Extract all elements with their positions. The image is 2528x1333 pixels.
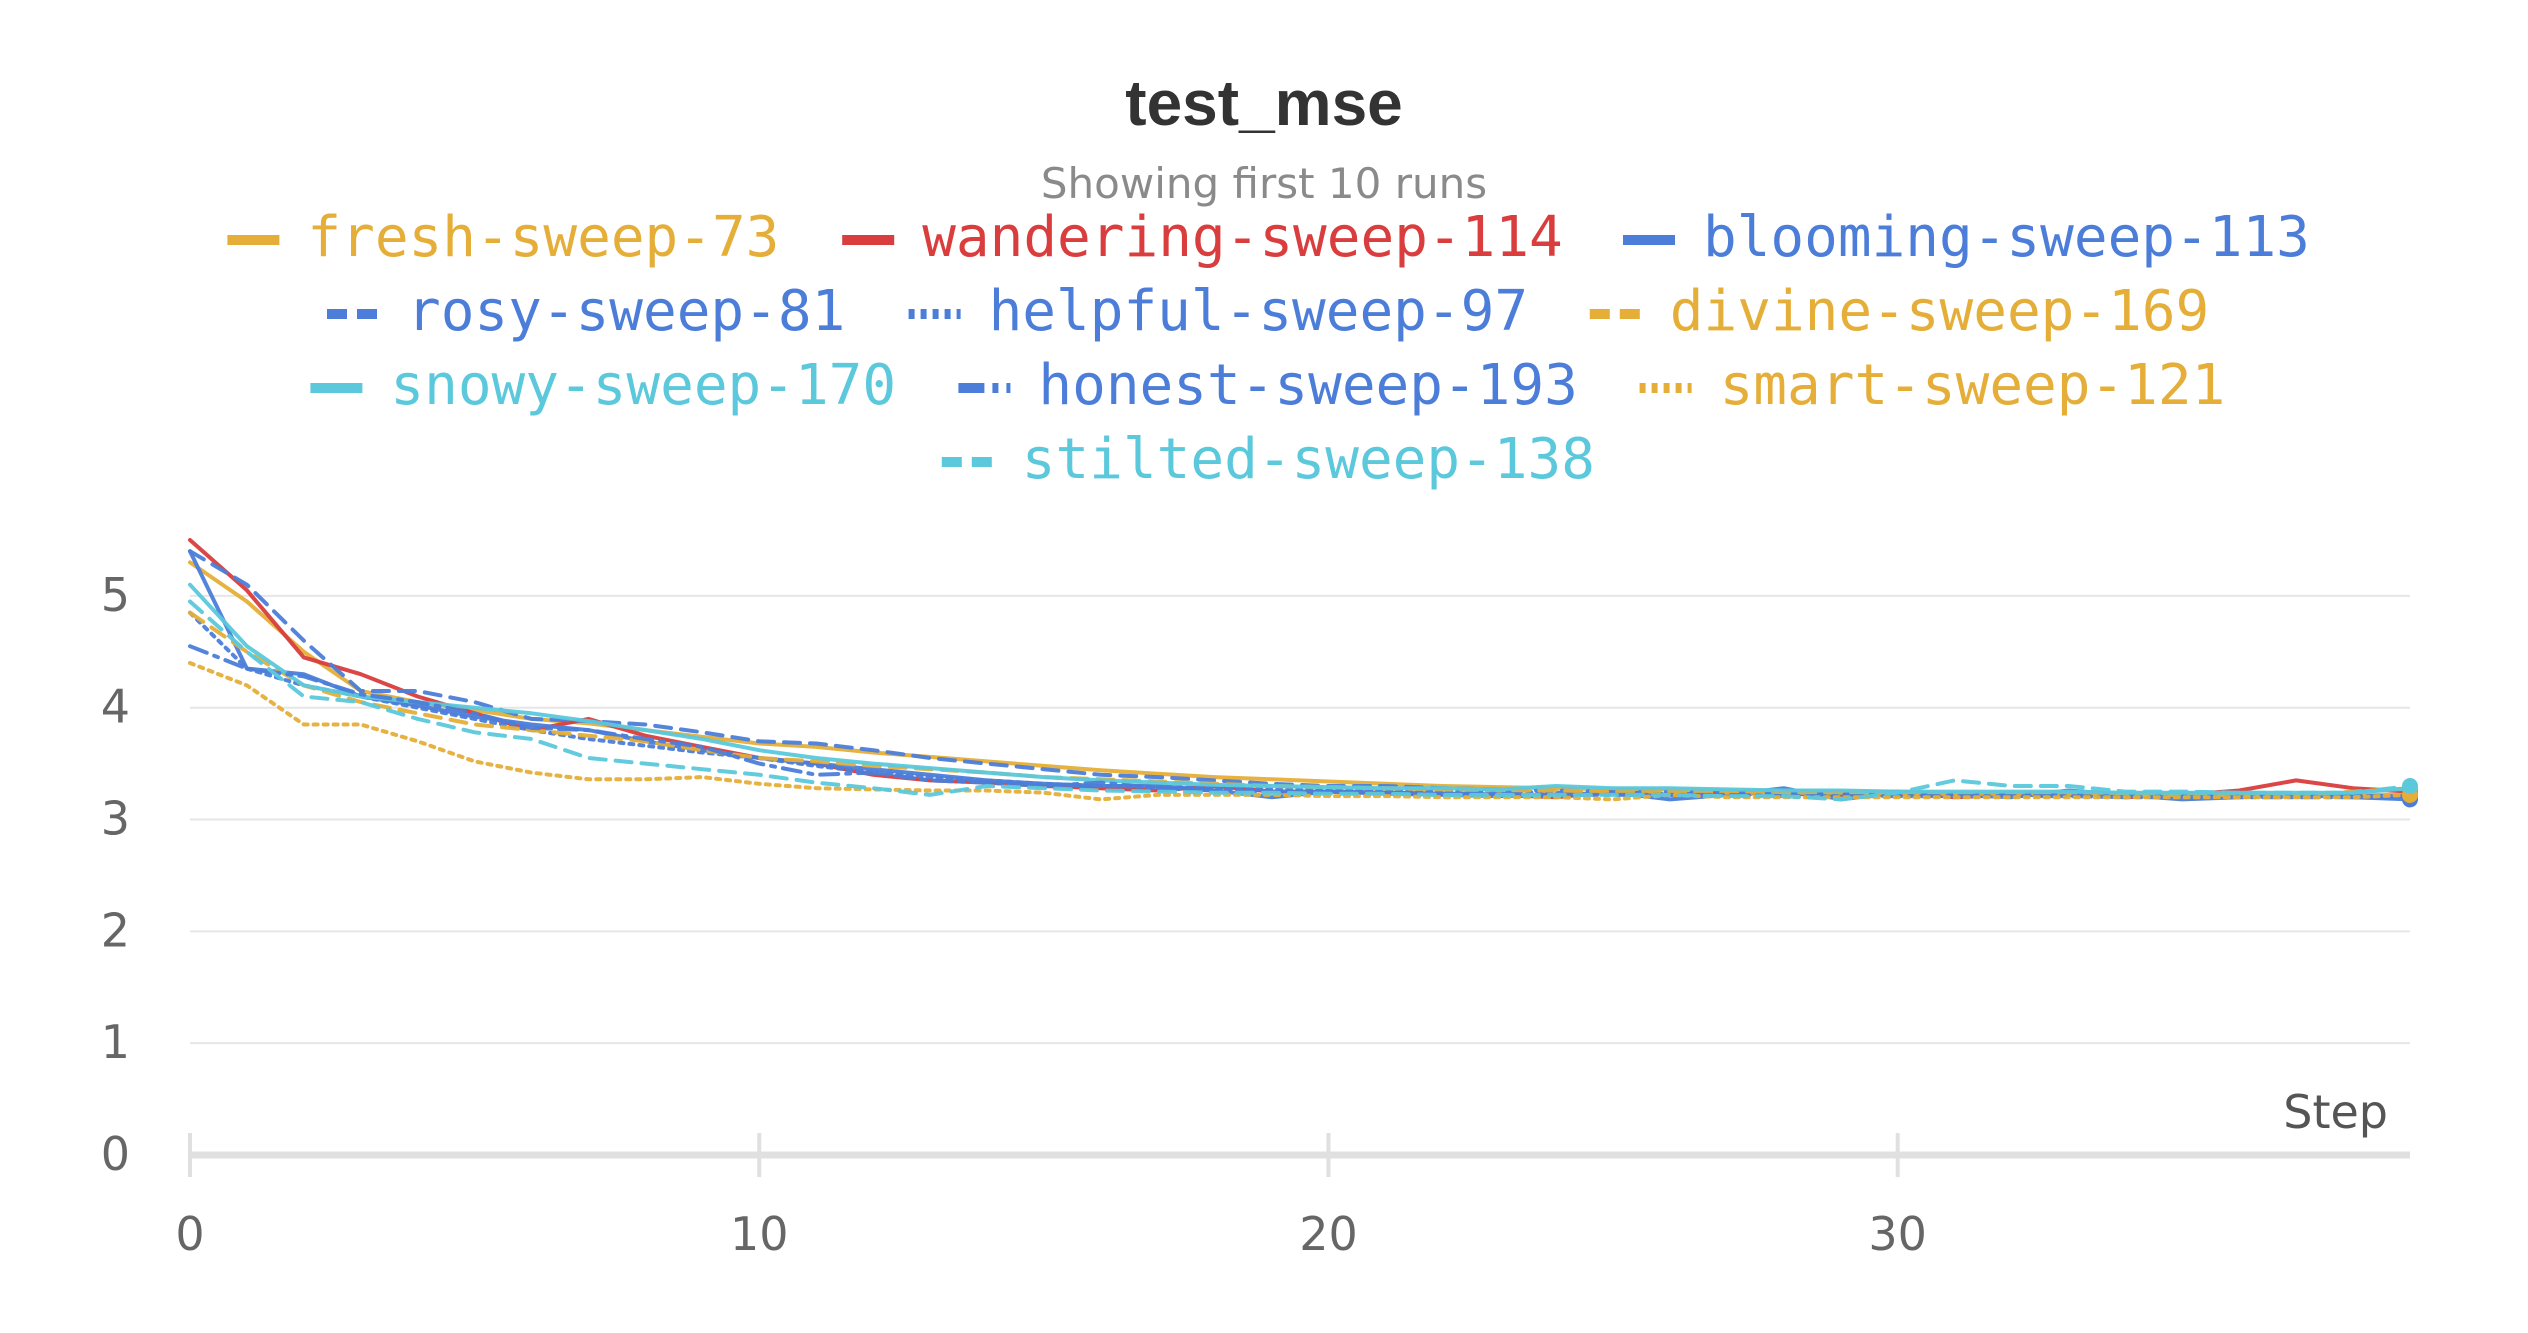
legend-item-honest-sweep-193[interactable]: honest-sweep-193: [958, 353, 1578, 418]
y-tick-label: 4: [101, 680, 130, 734]
legend-label: stilted-sweep-138: [1022, 427, 1595, 492]
legend-label: fresh-sweep-73: [307, 205, 779, 270]
series-line-blooming-sweep-113: [188, 549, 2412, 802]
legend-item-wandering-sweep-114[interactable]: wandering-sweep-114: [842, 205, 1563, 270]
legend-label: helpful-sweep-97: [989, 279, 1528, 344]
legend-item-snowy-sweep-170[interactable]: snowy-sweep-170: [310, 353, 896, 418]
legend: fresh-sweep-73 wandering-sweep-114 bloomin…: [227, 205, 2310, 492]
legend-item-blooming-sweep-113[interactable]: blooming-sweep-113: [1623, 205, 2310, 270]
legend-item-stilted-sweep-138[interactable]: stilted-sweep-138: [941, 427, 1595, 492]
legend-item-rosy-sweep-81[interactable]: rosy-sweep-81: [327, 279, 845, 344]
y-tick-label: 5: [101, 568, 130, 622]
legend-label: divine-sweep-169: [1670, 279, 2209, 344]
x-tick-label: 30: [1868, 1207, 1927, 1261]
legend-item-divine-sweep-169[interactable]: divine-sweep-169: [1589, 279, 2209, 344]
chart-title: test_mse: [1125, 67, 1403, 139]
x-axis-label: Step: [2283, 1085, 2388, 1139]
y-tick-label: 2: [101, 903, 130, 957]
grid: [190, 594, 2410, 1045]
series-line-wandering-sweep-114: [188, 538, 2412, 800]
x-tick-label: 10: [730, 1207, 789, 1261]
series-line-rosy-sweep-81: [188, 549, 2412, 799]
series-line-fresh-sweep-73: [188, 560, 2412, 797]
series-line-smart-sweep-121: [188, 661, 2412, 802]
legend-label: honest-sweep-193: [1038, 353, 1577, 418]
legend-item-fresh-sweep-73[interactable]: fresh-sweep-73: [227, 205, 779, 270]
series-line-helpful-sweep-97: [188, 610, 2412, 799]
y-tick-label: 0: [101, 1127, 130, 1181]
axes: 0 1 2 3 4 5 0 10 20 30: [101, 568, 2410, 1261]
legend-label: smart-sweep-121: [1720, 353, 2226, 418]
series-endpoint-stilted-sweep-138: [2402, 778, 2418, 794]
series-line-stilted-sweep-138: [188, 599, 2412, 802]
chart-subtitle: Showing first 10 runs: [1041, 159, 1487, 208]
x-tick-label: 20: [1299, 1207, 1358, 1261]
legend-item-helpful-sweep-97[interactable]: helpful-sweep-97: [908, 279, 1528, 344]
legend-label: snowy-sweep-170: [390, 353, 896, 418]
y-tick-label: 3: [101, 792, 130, 846]
legend-item-smart-sweep-121[interactable]: smart-sweep-121: [1639, 353, 2226, 418]
series-layer: [188, 538, 2418, 808]
legend-label: rosy-sweep-81: [407, 279, 845, 344]
x-tick-label: 0: [175, 1207, 204, 1261]
series-line-snowy-sweep-170: [188, 582, 2412, 795]
series-line-divine-sweep-169: [188, 610, 2412, 797]
legend-label: wandering-sweep-114: [922, 205, 1563, 270]
legend-label: blooming-sweep-113: [1703, 205, 2310, 270]
y-tick-label: 1: [101, 1015, 130, 1069]
